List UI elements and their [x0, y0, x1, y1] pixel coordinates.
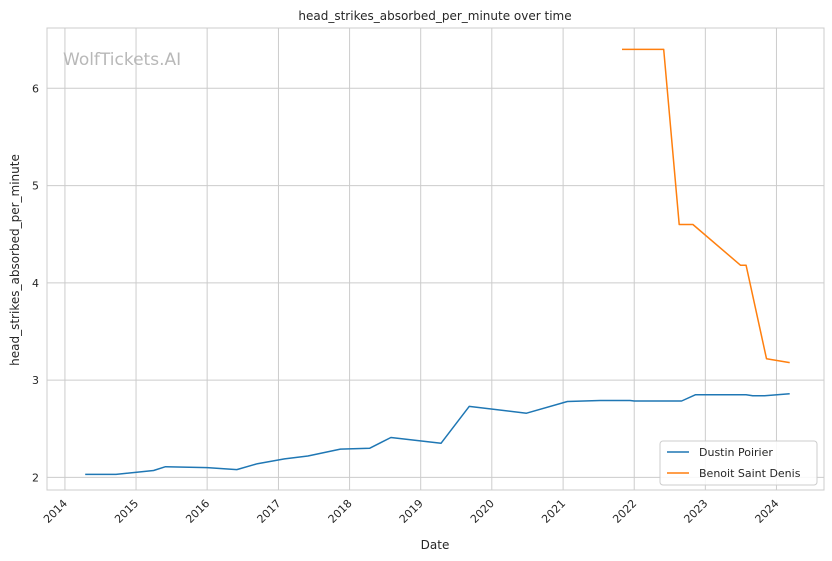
y-axis-title: head_strikes_absorbed_per_minute: [8, 154, 22, 366]
x-tick-label: 2024: [753, 497, 782, 526]
grid: [47, 28, 824, 490]
y-tick-label: 3: [32, 374, 39, 387]
legend-label-benoit-saint-denis: Benoit Saint Denis: [699, 467, 801, 480]
legend-box: [659, 440, 818, 486]
x-tick-label: 2022: [610, 497, 639, 526]
x-tick-label: 2014: [41, 497, 70, 526]
x-tick-label: 2023: [681, 497, 710, 526]
x-tick-label: 2017: [255, 497, 284, 526]
y-tick-label: 6: [32, 82, 39, 95]
plot-area-frame: [46, 27, 825, 491]
x-tick-label: 2016: [183, 497, 212, 526]
series-line-benoit-saint-denis: [622, 48, 790, 364]
x-tick-label: 2019: [397, 497, 426, 526]
x-tick-label: 2015: [112, 497, 141, 526]
legend: Dustin Poirier Benoit Saint Denis: [659, 440, 818, 486]
legend-label-dustin-poirier: Dustin Poirier: [699, 446, 773, 459]
watermark-text: WolfTickets.AI: [63, 50, 181, 70]
y-tick-label: 4: [32, 277, 39, 290]
y-tick-label: 2: [32, 471, 39, 484]
x-axis-ticks: 2014 2015 2016 2017 2018 2019 2020 2021 2022 2023…: [41, 497, 782, 526]
y-tick-label: 5: [32, 180, 39, 193]
y-axis-ticks: 2 3 4 5 6: [32, 82, 39, 484]
x-tick-label: 2020: [468, 497, 497, 526]
x-tick-label: 2018: [326, 497, 355, 526]
series-line-dustin-poirier: [85, 392, 790, 476]
x-tick-label: 2021: [539, 497, 568, 526]
x-axis-title: Date: [421, 538, 450, 552]
chart-title: head_strikes_absorbed_per_minute over ti…: [298, 9, 571, 23]
series-layer: [85, 48, 790, 476]
